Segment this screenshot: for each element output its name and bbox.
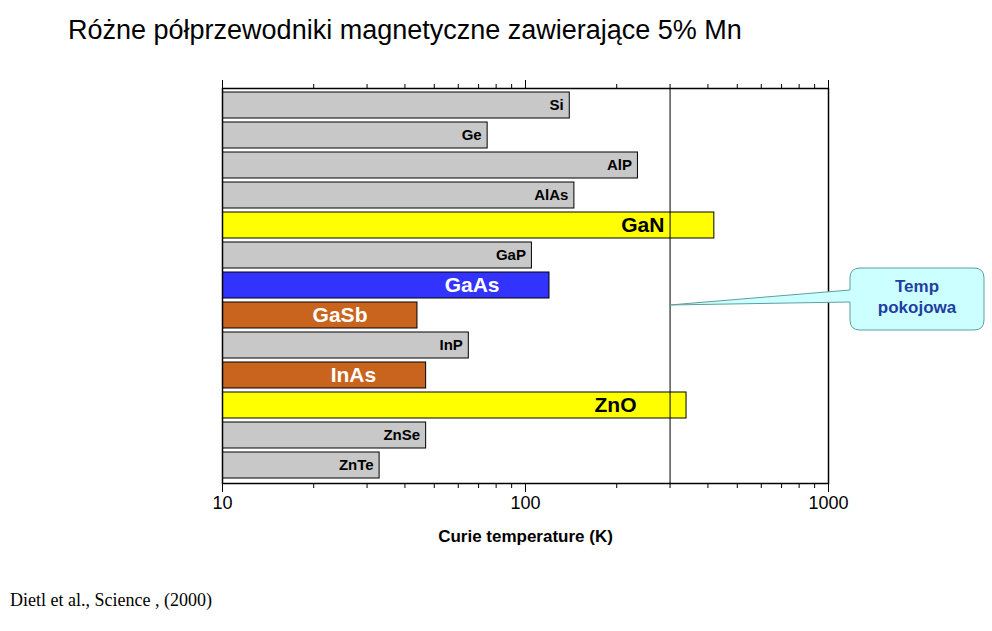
svg-text:InP: InP (439, 336, 462, 353)
svg-text:Si: Si (550, 96, 564, 113)
svg-text:AlAs: AlAs (534, 186, 568, 203)
svg-text:GaN: GaN (621, 213, 664, 236)
html-text:Różne półprzewodniki magnetycz: Różne półprzewodniki magnetyczne zawiera… (68, 15, 742, 45)
svg-text:Curie temperature (K): Curie temperature (K) (438, 527, 613, 546)
svg-text:GaAs: GaAs (445, 273, 500, 296)
svg-text:AlP: AlP (607, 156, 632, 173)
svg-text:GaP: GaP (496, 246, 526, 263)
svg-text:Temppokojowa: Temppokojowa (878, 277, 957, 317)
svg-text:ZnO: ZnO (595, 393, 637, 416)
svg-text:ZnSe: ZnSe (383, 426, 420, 443)
svg-text:10: 10 (212, 493, 232, 513)
svg-text:GaSb: GaSb (313, 303, 368, 326)
svg-text:InAs: InAs (331, 363, 377, 386)
svg-text:Ge: Ge (462, 126, 482, 143)
svg-text:1000: 1000 (808, 493, 848, 513)
svg-text:ZnTe: ZnTe (339, 456, 374, 473)
html-text:Dietl et al., Science , (2000): Dietl et al., Science , (2000) (10, 590, 212, 610)
svg-text:100: 100 (510, 493, 540, 513)
